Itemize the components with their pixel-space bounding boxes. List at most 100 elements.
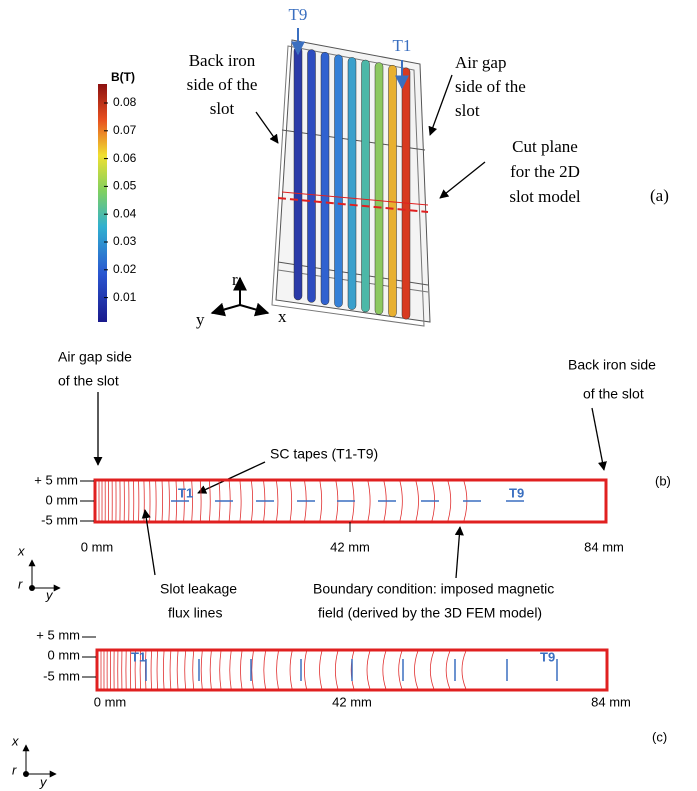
back-iron-label: Back iron [189, 51, 256, 70]
flux-line [416, 481, 419, 521]
flux-line [209, 481, 210, 521]
axis-label: x [11, 733, 19, 748]
flux-line [163, 651, 164, 689]
tape-label: T1 [178, 485, 193, 500]
flux-label: flux lines [168, 605, 222, 621]
flux-label: Slot leakage [160, 581, 237, 597]
arrow [592, 408, 604, 470]
cut-plane-label: Cut plane [512, 137, 578, 156]
flux-line [230, 651, 231, 689]
flux-line [290, 651, 292, 689]
flux-line [430, 651, 434, 689]
flux-line [264, 651, 266, 689]
colorbar-tick-label: 0.01 [113, 290, 137, 304]
flux-line [400, 481, 402, 521]
colorbar [98, 84, 107, 322]
tape-bar [294, 47, 302, 300]
flux-line [335, 651, 338, 689]
colorbar-title: B(T) [111, 70, 135, 84]
flux-line [220, 651, 221, 689]
flux-line [193, 651, 194, 689]
flux-line [185, 651, 186, 689]
arrow [456, 527, 460, 578]
axis-arrow [212, 305, 240, 313]
back-iron-label: slot [210, 99, 235, 118]
cut-plane-label: for the 2D [510, 162, 580, 181]
flux-line [367, 651, 370, 689]
colorbar-ticks: 0.080.070.060.050.040.030.020.01 [104, 95, 137, 304]
tape-bar [348, 57, 356, 309]
back-iron-label: Back iron side [568, 357, 656, 373]
flux-line [399, 651, 402, 689]
flux-line [240, 651, 242, 689]
colorbar-tick-label: 0.08 [113, 95, 137, 109]
x-tick-label: 42 mm [332, 694, 372, 709]
figure: B(T) 0.080.070.060.050.040.030.020.01 T9… [0, 0, 697, 791]
tape-bar [402, 68, 410, 319]
air-gap-label: side of the [455, 77, 526, 96]
tape-label: T9 [289, 5, 308, 24]
flux-line [320, 651, 322, 689]
y-tick-label: -5 mm [43, 668, 80, 683]
flux-line [162, 481, 163, 521]
boundary-label: Boundary condition: imposed magnetic [313, 581, 554, 597]
colorbar-tick-label: 0.03 [113, 234, 137, 248]
tapes-label: SC tapes (T1-T9) [270, 446, 378, 462]
axis-label: r [232, 270, 238, 289]
cut-plane-label: slot model [509, 187, 581, 206]
y-tick-label: 0 mm [48, 647, 81, 662]
panel-tag: (c) [652, 729, 667, 744]
tape-bar [308, 50, 316, 303]
flux-line [251, 481, 252, 521]
flux-line [276, 481, 277, 521]
flux-line [210, 651, 211, 689]
axis-label: y [45, 587, 54, 602]
flux-lines [101, 651, 466, 689]
panel-tag: (a) [650, 186, 669, 205]
flux-line [414, 651, 417, 689]
y-tick-label: 0 mm [46, 492, 79, 507]
air-gap-label: slot [455, 101, 480, 120]
flux-line [462, 651, 466, 689]
axis-label: r [18, 576, 23, 591]
panel-c: T1 T9 + 5 mm 0 mm -5 mm 0 mm 42 mm 84 mm… [11, 627, 667, 789]
arrow [198, 462, 265, 493]
air-gap-label: Air gap [455, 53, 506, 72]
flux-line [157, 651, 158, 689]
flux-line [383, 651, 386, 689]
x-tick-label: 84 mm [591, 694, 631, 709]
flux-line [368, 481, 370, 521]
arrow [430, 75, 452, 135]
axis-arrow [240, 305, 268, 313]
y-tick-label: -5 mm [41, 512, 78, 527]
colorbar-tick-label: 0.07 [113, 123, 137, 137]
flux-line [320, 481, 322, 521]
y-tick-label: + 5 mm [36, 627, 80, 642]
axis-label: x [17, 543, 25, 558]
x-tick-label: 0 mm [81, 539, 114, 554]
arrow [256, 112, 278, 143]
tapes [146, 659, 557, 681]
panel-tag: (b) [655, 473, 671, 488]
tape-bar [362, 60, 370, 312]
panel-b: Air gap side of the slot Back iron side … [17, 349, 671, 621]
flux-line [446, 651, 450, 689]
flux-line [304, 651, 306, 689]
flux-line [201, 651, 202, 689]
tape-bar [335, 55, 343, 307]
tape-label: T9 [509, 485, 524, 500]
flux-line [169, 481, 170, 521]
boundary-label: field (derived by the 3D FEM model) [318, 605, 542, 621]
tape-label: T1 [393, 36, 412, 55]
flux-line [151, 651, 152, 689]
flux-line [177, 651, 178, 689]
flux-line [252, 651, 254, 689]
axis-label: r [12, 762, 17, 777]
colorbar-tick-label: 0.02 [113, 262, 137, 276]
x-tick-label: 42 mm [330, 539, 370, 554]
axis-label: y [196, 310, 205, 329]
flux-line [290, 481, 292, 521]
air-gap-label: Air gap side [58, 349, 132, 365]
colorbar-tick-label: 0.05 [113, 179, 137, 193]
flux-lines [99, 481, 467, 521]
